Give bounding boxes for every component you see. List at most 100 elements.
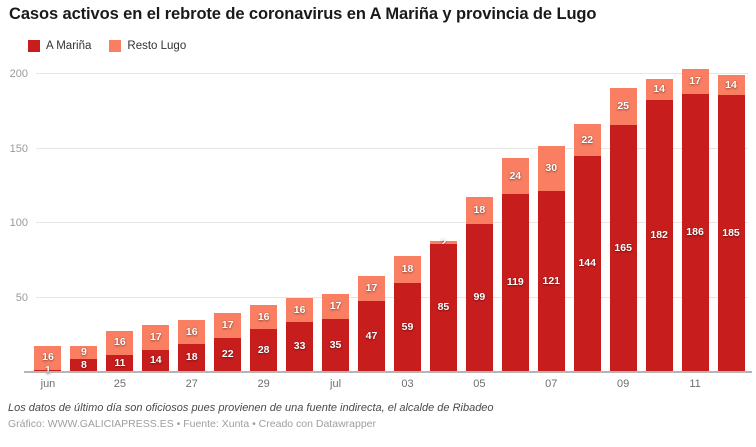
segment-a-marina: 182 <box>645 99 673 371</box>
bar: 16 33 <box>286 298 314 371</box>
segment-a-marina: 28 <box>250 329 278 371</box>
value-label: 186 <box>686 226 704 239</box>
segment-resto-lugo: 14 <box>717 74 745 96</box>
bar: 17 186 <box>681 68 709 371</box>
plot-area: 5010015020016198161117141618172216281633… <box>0 66 756 375</box>
gridline <box>36 222 748 223</box>
segment-resto-lugo: 16 <box>286 298 314 322</box>
value-label: 14 <box>725 78 737 91</box>
value-label: 165 <box>614 241 632 254</box>
y-tick-label: 200 <box>9 68 28 80</box>
bar: 18 59 <box>393 256 421 371</box>
value-label: 22 <box>581 133 594 146</box>
value-label: 16 <box>185 326 198 339</box>
value-label: 8 <box>81 358 87 371</box>
segment-a-marina: 85 <box>429 244 457 371</box>
value-label: 16 <box>42 351 54 364</box>
value-label: 59 <box>401 320 414 333</box>
segment-resto-lugo: 16 <box>178 320 206 345</box>
legend-swatch-a-marina <box>28 40 40 52</box>
legend-label-a-marina: A Mariña <box>46 40 92 52</box>
bar: 17 22 <box>214 312 242 371</box>
bar: 25 165 <box>609 87 637 371</box>
bar: 17 35 <box>322 293 350 371</box>
value-label: 11 <box>114 356 126 369</box>
bar: 16 28 <box>250 305 278 371</box>
bar: 22 144 <box>573 123 601 371</box>
segment-resto-lugo: 16 <box>106 330 134 355</box>
segment-resto-lugo: 16 <box>250 305 278 330</box>
value-label: 17 <box>221 319 234 332</box>
value-label: 17 <box>365 282 378 295</box>
value-label: 22 <box>221 348 234 361</box>
value-label: 17 <box>149 331 162 344</box>
value-label: 1 <box>45 365 51 376</box>
value-label: 17 <box>689 74 701 87</box>
value-label: 121 <box>542 274 561 287</box>
bar: 16 18 <box>178 320 206 371</box>
value-label: 99 <box>473 291 486 303</box>
bar: 18 99 <box>465 196 493 371</box>
segment-resto-lugo: 22 <box>573 123 601 157</box>
segment-a-marina: 8 <box>70 358 98 371</box>
value-label: 16 <box>114 336 126 349</box>
segment-resto-lugo: 25 <box>609 87 637 126</box>
value-label: 28 <box>257 343 270 356</box>
x-tick-label: 05 <box>473 378 486 390</box>
segment-a-marina: 35 <box>322 318 350 371</box>
segment-resto-lugo: 14 <box>645 78 673 100</box>
value-label: 144 <box>578 257 596 270</box>
value-label: 85 <box>437 301 450 314</box>
segment-resto-lugo: 18 <box>393 256 421 284</box>
value-label: 33 <box>293 340 306 353</box>
bar: 14 185 <box>717 74 745 371</box>
x-tick-label: 25 <box>113 378 126 390</box>
segment-a-marina: 119 <box>501 193 529 371</box>
legend: A Mariña Resto Lugo <box>28 40 186 52</box>
segment-resto-lugo: 9 <box>70 345 98 360</box>
value-label: 9 <box>81 346 87 359</box>
y-tick-label: 150 <box>9 142 28 155</box>
segment-resto-lugo: 17 <box>214 312 242 339</box>
x-tick-label: jul <box>330 378 342 390</box>
segment-resto-lugo: 17 <box>358 275 386 301</box>
x-axis: jun 25 27 29 jul 03 05 07 09 11 <box>0 379 756 393</box>
x-tick-label: 29 <box>257 378 270 390</box>
bar: 17 47 <box>358 275 386 371</box>
legend-item-a-marina: A Mariña <box>28 40 91 52</box>
value-label: 182 <box>650 229 668 242</box>
segment-a-marina: 59 <box>393 283 421 371</box>
x-tick-label: 11 <box>689 378 701 390</box>
bar: 14 182 <box>645 78 673 371</box>
y-tick-label: 100 <box>9 217 28 229</box>
segment-a-marina: 121 <box>537 190 565 371</box>
value-label: 16 <box>293 303 306 316</box>
value-label: 30 <box>545 162 558 175</box>
segment-resto-lugo: 17 <box>681 68 709 94</box>
segment-a-marina: 144 <box>573 156 601 371</box>
bar: 16 11 <box>106 330 134 371</box>
x-tick-label: 07 <box>545 378 558 390</box>
page-title: Casos activos en el rebrote de coronavir… <box>9 5 597 23</box>
x-axis-baseline <box>24 371 752 373</box>
value-label: 18 <box>185 351 198 364</box>
value-label: 25 <box>617 100 630 113</box>
segment-a-marina: 14 <box>142 350 170 371</box>
footer: Los datos de último día son oficiosos pu… <box>8 401 750 433</box>
value-label: 17 <box>329 299 342 312</box>
x-tick-label: jun <box>40 378 56 390</box>
x-tick-label: 27 <box>185 378 198 390</box>
y-tick-label: 50 <box>15 291 28 304</box>
value-label: 14 <box>149 354 162 367</box>
segment-a-marina: 1 <box>34 365 62 375</box>
value-label: 119 <box>506 276 524 289</box>
segment-a-marina: 47 <box>358 300 386 371</box>
segment-resto-lugo: 17 <box>142 324 170 351</box>
segment-a-marina: 185 <box>717 95 745 371</box>
value-label: 47 <box>365 329 378 342</box>
segment-a-marina: 11 <box>106 354 134 371</box>
x-tick-label: 09 <box>617 378 630 390</box>
gridline <box>36 73 748 74</box>
bar: 161 <box>34 345 62 375</box>
